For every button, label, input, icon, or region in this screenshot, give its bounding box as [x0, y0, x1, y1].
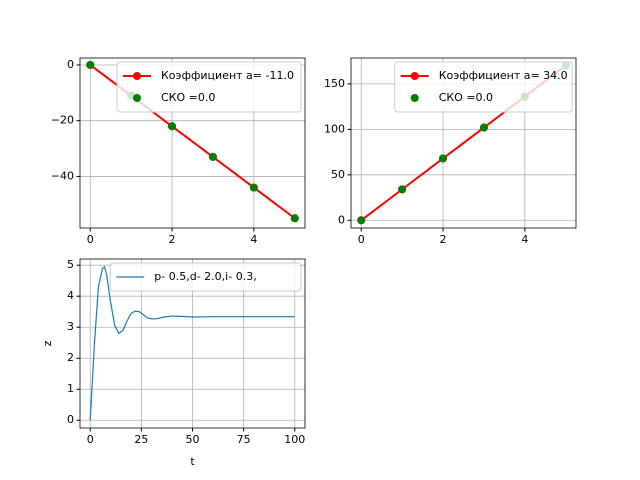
marker: [398, 185, 407, 194]
y-tick-label: 50: [331, 168, 345, 181]
marker: [168, 122, 177, 131]
y-tick-label: 0: [67, 413, 74, 426]
legend-label: p- 0.5,d- 2.0,i- 0.3,: [154, 270, 256, 283]
x-tick-label: 0: [358, 233, 365, 246]
x-tick-label: 100: [284, 433, 305, 446]
y-axis-label: z: [41, 340, 54, 346]
x-tick-label: 4: [521, 233, 528, 246]
x-tick-label: 0: [87, 233, 94, 246]
y-tick-label: 150: [324, 77, 345, 90]
legend-box: [394, 61, 573, 113]
series-line: [89, 265, 295, 421]
marker: [439, 154, 448, 163]
y-tick-label: 2: [67, 351, 74, 364]
y-tick-label: 1: [67, 382, 74, 395]
x-tick-label: 75: [237, 433, 251, 446]
legend-label: Коэффициент a= -11.0: [161, 69, 294, 82]
x-tick-label: 25: [134, 433, 148, 446]
y-tick-label: 5: [67, 258, 74, 271]
legend-marker: [133, 72, 141, 80]
marker: [208, 152, 217, 161]
marker: [479, 123, 488, 132]
x-tick-label: 4: [250, 233, 257, 246]
legend-marker: [410, 72, 419, 80]
marker: [290, 214, 299, 223]
y-tick-label: 3: [67, 320, 74, 333]
x-axis-label: t: [190, 455, 195, 468]
marker: [86, 60, 95, 69]
x-tick-label: 2: [169, 233, 176, 246]
axes-frame: [79, 258, 306, 429]
y-tick-label: 0: [338, 213, 345, 226]
marker: [249, 183, 258, 192]
y-tick-label: −40: [51, 169, 74, 182]
marker: [357, 216, 366, 225]
legend-marker: [410, 94, 419, 102]
legend-box: [116, 61, 302, 113]
x-tick-label: 0: [87, 433, 94, 446]
y-tick-label: 0: [67, 58, 74, 71]
legend-marker: [133, 94, 141, 102]
legend-label: СКО =0.0: [161, 91, 215, 104]
axes-frame: [79, 57, 306, 229]
x-tick-label: 2: [440, 233, 447, 246]
legend: Коэффициент a= -11.0 СКО =0.0: [116, 61, 302, 113]
legend-box: [109, 262, 302, 292]
x-tick-label: 50: [186, 433, 200, 446]
y-tick-label: −20: [51, 114, 74, 127]
legend-label: Коэффициент a= 34.0: [439, 69, 568, 82]
legend-label: СКО =0.0: [439, 91, 493, 104]
legend: p- 0.5,d- 2.0,i- 0.3,: [109, 262, 302, 292]
y-tick-label: 4: [67, 289, 74, 302]
legend: Коэффициент a= 34.0 СКО =0.0: [394, 61, 573, 113]
axes-frame: [350, 57, 577, 229]
y-tick-label: 100: [324, 122, 345, 135]
